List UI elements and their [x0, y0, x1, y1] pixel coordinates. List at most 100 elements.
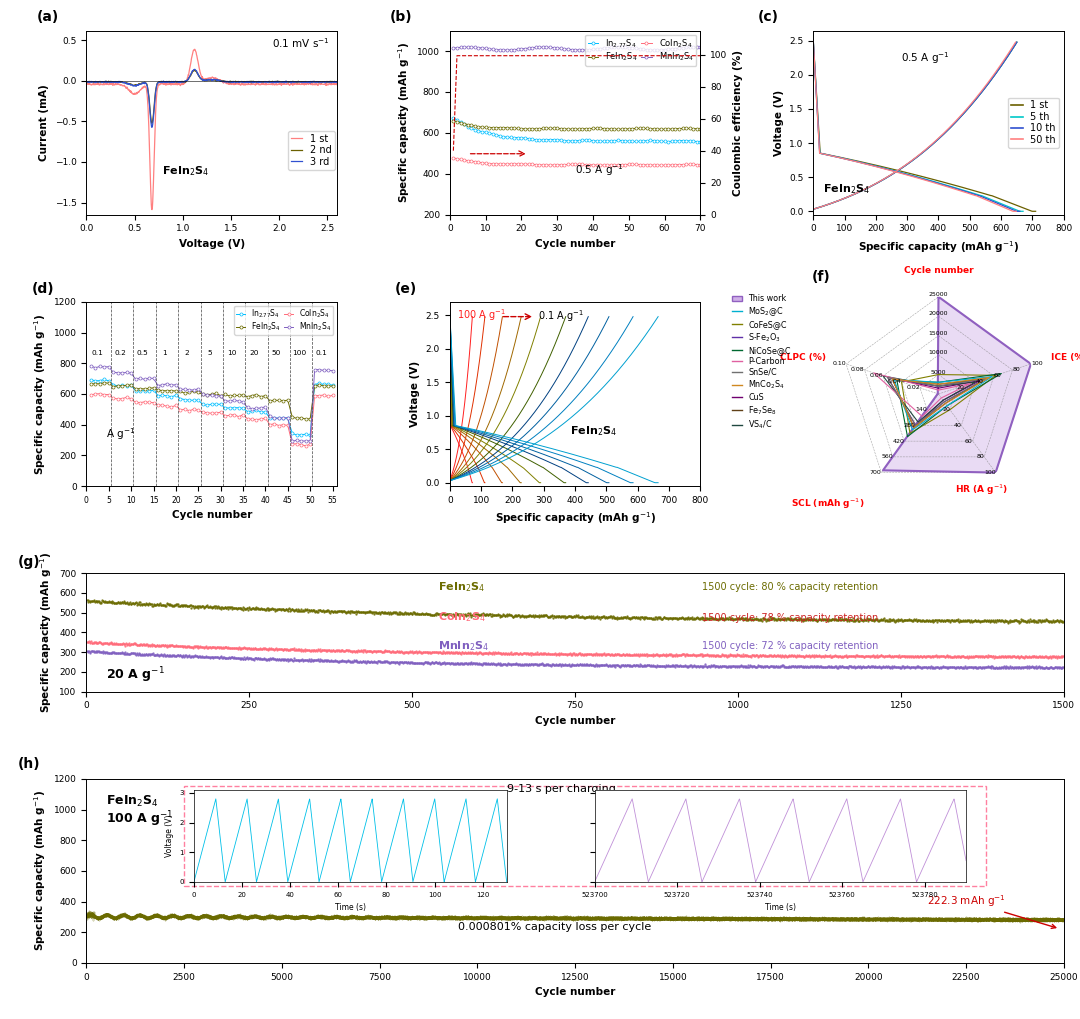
Text: 1: 1	[162, 350, 167, 356]
Y-axis label: Specific capacity (mAh g$^{-1}$): Specific capacity (mAh g$^{-1}$)	[32, 791, 49, 952]
Text: 10: 10	[227, 350, 237, 356]
Text: 222.3 mAh g$^{-1}$: 222.3 mAh g$^{-1}$	[927, 893, 1056, 928]
1 st	[307, 78, 320, 91]
Legend: In$_{2.77}$S$_4$, FeIn$_2$S$_4$, CoIn$_2$S$_4$, MnIn$_2$S$_4$: In$_{2.77}$S$_4$, FeIn$_2$S$_4$, CoIn$_2…	[234, 306, 334, 334]
2 nd	[80, 76, 93, 89]
Text: 0.06: 0.06	[869, 373, 883, 378]
2 nd	[307, 75, 320, 88]
CoIn$_2$S$_4$	[116, 392, 129, 405]
X-axis label: Specific capacity (mAh g$^{-1}$): Specific capacity (mAh g$^{-1}$)	[858, 239, 1020, 255]
FeIn$_2$S$_4$	[658, 123, 671, 136]
MnIn$_2$S$_4$	[508, 44, 521, 56]
FeIn$_2$S$_4$	[480, 121, 492, 133]
In$_{2.77}$S$_4$	[98, 373, 111, 385]
FeIn$_2$S$_4$	[299, 413, 312, 425]
X-axis label: Cycle number: Cycle number	[535, 716, 616, 726]
3 rd	[307, 75, 320, 88]
In$_{2.77}$S$_4$	[522, 132, 535, 145]
Text: 0.1 mV s$^{-1}$: 0.1 mV s$^{-1}$	[271, 36, 329, 50]
In$_{2.77}$S$_4$	[147, 384, 160, 396]
Text: 5: 5	[207, 350, 212, 356]
Text: ICE (%): ICE (%)	[1051, 353, 1080, 362]
Text: (b): (b)	[390, 10, 413, 24]
FeIn$_2$S$_4$	[326, 380, 339, 392]
Text: 100: 100	[1031, 362, 1042, 367]
Text: 0.000801% capacity loss per cycle: 0.000801% capacity loss per cycle	[458, 922, 651, 931]
Line: FeIn$_2$S$_4$: FeIn$_2$S$_4$	[90, 381, 334, 421]
Line: In$_{2.77}$S$_4$: In$_{2.77}$S$_4$	[451, 116, 702, 143]
MnIn$_2$S$_4$	[662, 43, 675, 55]
Line: 3 rd: 3 rd	[86, 69, 337, 127]
In$_{2.77}$S$_4$	[84, 374, 97, 386]
CoIn$_2$S$_4$	[522, 158, 535, 170]
FeIn$_2$S$_4$	[447, 115, 460, 127]
3 rd	[245, 75, 258, 88]
Y-axis label: Voltage (V): Voltage (V)	[410, 361, 420, 427]
3 rd	[80, 76, 93, 89]
X-axis label: Specific capacity (mAh g$^{-1}$): Specific capacity (mAh g$^{-1}$)	[495, 511, 656, 526]
CoIn$_2$S$_4$	[308, 389, 321, 401]
In$_{2.77}$S$_4$	[504, 131, 517, 144]
Text: (a): (a)	[37, 10, 58, 24]
FeIn$_2$S$_4$	[98, 377, 111, 389]
1 st	[141, 96, 154, 108]
Text: 60: 60	[994, 373, 1001, 378]
1 st	[275, 77, 288, 90]
Text: 100 A g$^{-1}$: 100 A g$^{-1}$	[106, 809, 174, 828]
In$_{2.77}$S$_4$	[303, 429, 316, 441]
CoIn$_2$S$_4$	[84, 389, 97, 401]
MnIn$_2$S$_4$	[586, 43, 599, 55]
3 rd	[151, 77, 164, 90]
Y-axis label: Specific capacity (mAh g$^{-1}$): Specific capacity (mAh g$^{-1}$)	[32, 314, 49, 475]
FeIn$_2$S$_4$	[147, 382, 160, 394]
X-axis label: Cycle number: Cycle number	[535, 239, 616, 249]
In$_{2.77}$S$_4$	[583, 135, 596, 147]
FeIn$_2$S$_4$	[134, 382, 147, 394]
In$_{2.77}$S$_4$	[326, 379, 339, 391]
Text: 0.2: 0.2	[114, 350, 126, 356]
Text: 1500 cycle: 80 % capacity retention: 1500 cycle: 80 % capacity retention	[702, 582, 878, 592]
Bar	[184, 787, 986, 886]
FeIn$_2$S$_4$	[84, 378, 97, 390]
1 st	[188, 43, 201, 55]
Text: 100: 100	[292, 350, 306, 356]
1 st	[151, 83, 164, 95]
MnIn$_2$S$_4$	[554, 42, 567, 54]
Text: FeIn$_2$S$_4$: FeIn$_2$S$_4$	[162, 164, 208, 178]
Y-axis label: Current (mA): Current (mA)	[39, 85, 50, 161]
3 rd	[330, 75, 343, 88]
Legend: 1 st, 5 th, 10 th, 50 th: 1 st, 5 th, 10 th, 50 th	[1008, 98, 1058, 148]
Text: 1500 cycle: 78 % capacity retention: 1500 cycle: 78 % capacity retention	[702, 612, 878, 623]
1 st	[330, 78, 343, 91]
CoIn$_2$S$_4$	[322, 390, 335, 403]
MnIn$_2$S$_4$	[303, 435, 316, 447]
2 nd	[151, 77, 164, 90]
Text: FeIn$_2$S$_4$: FeIn$_2$S$_4$	[823, 182, 870, 197]
Text: 0.10: 0.10	[833, 362, 846, 367]
Line: CoIn$_2$S$_4$: CoIn$_2$S$_4$	[90, 392, 334, 447]
Text: 280: 280	[904, 423, 916, 428]
Text: (d): (d)	[31, 281, 54, 296]
FeIn$_2$S$_4$	[504, 122, 517, 135]
MnIn$_2$S$_4$	[480, 42, 492, 54]
3 rd	[160, 75, 173, 88]
CoIn$_2$S$_4$	[147, 396, 160, 409]
Text: (g): (g)	[18, 555, 41, 570]
CoIn$_2$S$_4$	[93, 387, 106, 399]
Text: 2: 2	[185, 350, 189, 356]
MnIn$_2$S$_4$	[501, 44, 514, 56]
Text: 80: 80	[1012, 368, 1021, 373]
CoIn$_2$S$_4$	[583, 159, 596, 171]
Line: 1 st: 1 st	[86, 49, 337, 210]
Text: 0.1: 0.1	[92, 350, 104, 356]
Text: (h): (h)	[18, 757, 41, 770]
Text: A g$^{-1}$: A g$^{-1}$	[107, 426, 136, 442]
Line: In$_{2.77}$S$_4$: In$_{2.77}$S$_4$	[90, 378, 334, 437]
3 rd	[146, 121, 159, 133]
In$_{2.77}$S$_4$	[178, 393, 191, 406]
In$_{2.77}$S$_4$	[654, 136, 667, 148]
Line: 2 nd: 2 nd	[86, 70, 337, 123]
FeIn$_2$S$_4$	[178, 387, 191, 399]
In$_{2.77}$S$_4$	[322, 378, 335, 390]
Line: MnIn$_2$S$_4$: MnIn$_2$S$_4$	[451, 46, 702, 52]
